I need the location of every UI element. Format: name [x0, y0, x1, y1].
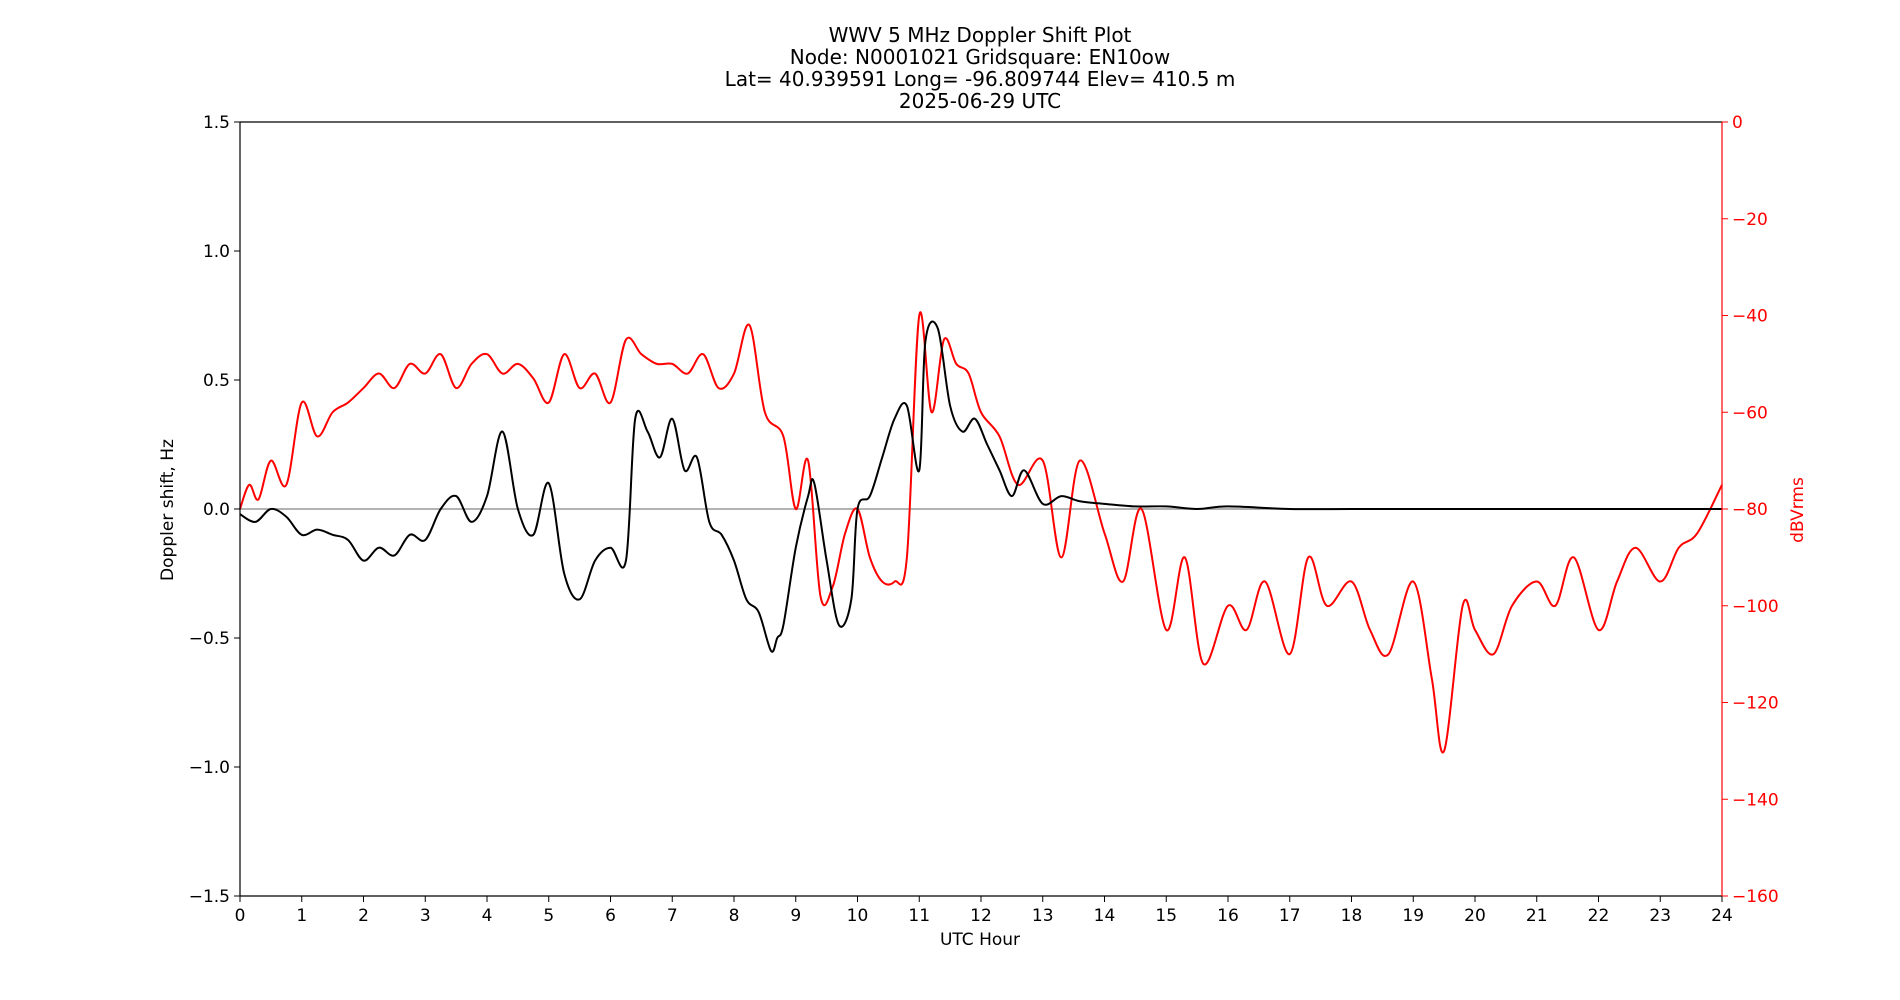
x-tick-label: 24	[1711, 906, 1733, 926]
y-axis-left-label: Doppler shift, Hz	[158, 439, 178, 581]
y-right-tick-label: −40	[1732, 307, 1768, 327]
x-tick-label: 1	[296, 906, 307, 926]
title-line-3: Lat= 40.939591 Long= -96.809744 Elev= 41…	[725, 67, 1236, 91]
y-axis-right-label: dBVrms	[1788, 477, 1808, 543]
x-tick-label: 11	[908, 906, 930, 926]
chart-title: WWV 5 MHz Doppler Shift Plot Node: N0001…	[725, 23, 1236, 113]
x-tick-label: 14	[1094, 906, 1116, 926]
x-tick-label: 7	[667, 906, 678, 926]
title-line-1: WWV 5 MHz Doppler Shift Plot	[829, 23, 1132, 47]
x-tick-label: 16	[1217, 906, 1239, 926]
x-tick-label: 22	[1588, 906, 1610, 926]
y-right-tick-label: −20	[1732, 210, 1768, 230]
x-axis-label: UTC Hour	[940, 930, 1020, 950]
plot-area	[239, 121, 1723, 897]
x-tick-label: 6	[605, 906, 616, 926]
x-tick-label: 2	[358, 906, 369, 926]
y-right-tick-label: −140	[1732, 790, 1779, 810]
x-tick-label: 15	[1155, 906, 1177, 926]
y-left-tick-label: 1.0	[203, 242, 230, 262]
y-right-tick-label: −80	[1732, 500, 1768, 520]
x-tick-label: 13	[1032, 906, 1054, 926]
y-left-tick-label: 1.5	[203, 113, 230, 133]
x-tick-label: 8	[729, 906, 740, 926]
series-line-doppler	[239, 320, 1722, 653]
x-tick-label: 10	[847, 906, 869, 926]
title-line-2: Node: N0001021 Gridsquare: EN10ow	[790, 45, 1171, 69]
x-tick-label: 19	[1402, 906, 1424, 926]
x-tick-label: 17	[1279, 906, 1301, 926]
x-tick-label: 21	[1526, 906, 1548, 926]
y-left-tick-label: −0.5	[189, 629, 230, 649]
x-tick-label: 20	[1464, 906, 1486, 926]
title-line-4: 2025-06-29 UTC	[899, 89, 1061, 113]
y-right-tick-label: −160	[1732, 887, 1779, 907]
y-left-tick-label: 0.5	[203, 371, 230, 391]
x-tick-label: 9	[790, 906, 801, 926]
series-line-dbvrms	[239, 311, 1723, 754]
y-axis-left-ticks: 1.5 1.0 0.5 0.0 −0.5 −1.0 −1.5	[189, 113, 240, 907]
y-right-tick-label: −60	[1732, 403, 1768, 423]
x-tick-label: 4	[482, 906, 493, 926]
x-tick-label: 23	[1649, 906, 1671, 926]
y-left-tick-label: 0.0	[203, 500, 230, 520]
x-tick-label: 3	[420, 906, 431, 926]
x-tick-label: 18	[1341, 906, 1363, 926]
x-axis-ticks: 0 1 2 3 4 5 6 7 8 9 10 11 12 13 14 15 16 17 18 19 20 21 22 23 24	[235, 896, 1733, 926]
y-right-tick-label: −100	[1732, 597, 1779, 617]
y-left-tick-label: −1.0	[189, 758, 230, 778]
y-axis-right-ticks: 0 −20 −40 −60 −80 −100 −120 −140 −160	[1722, 113, 1779, 907]
y-right-tick-label: 0	[1732, 113, 1743, 133]
x-tick-label: 5	[543, 906, 554, 926]
y-left-tick-label: −1.5	[189, 887, 230, 907]
x-tick-label: 0	[235, 906, 246, 926]
x-tick-label: 12	[970, 906, 992, 926]
y-right-tick-label: −120	[1732, 694, 1779, 714]
